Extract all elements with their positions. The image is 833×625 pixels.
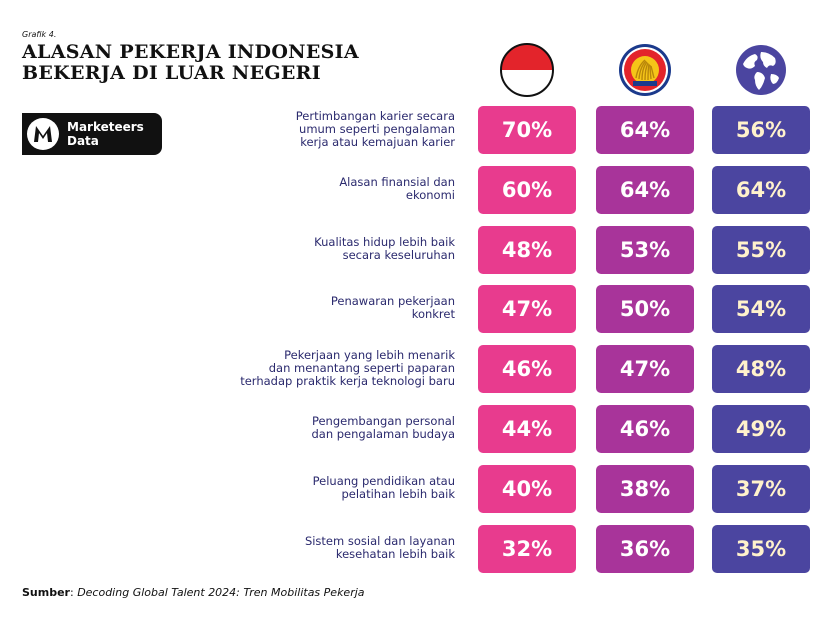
row-label-line: pelatihan lebih baik [341,487,455,501]
marketeers-data-badge: Marketeers Data [22,113,162,155]
row-label: Penawaran pekerjaan konkret [195,295,455,321]
source-text: Decoding Global Talent 2024: Tren Mobili… [77,586,365,599]
value-cell-asean: 47% [596,345,694,393]
row-label-line: ekonomi [405,188,455,202]
value-cell-asean: 64% [596,106,694,154]
value-cell-global: 35% [712,525,810,573]
value-cell-indonesia: 47% [478,285,576,333]
value-cell-asean: 46% [596,405,694,453]
row-label: Peluang pendidikan atau pelatihan lebih b… [195,475,455,501]
badge-line-2: Data [67,134,99,148]
value-cell-indonesia: 60% [478,166,576,214]
source-label: Sumber [22,586,70,599]
value-cell-asean: 50% [596,285,694,333]
row-label-line: secara keseluruhan [342,248,455,262]
title-line-2: BEKERJA DI LUAR NEGERI [22,62,321,84]
row-label-line: Kualitas hidup lebih baik [314,235,455,249]
value-cell-asean: 64% [596,166,694,214]
value-cell-global: 64% [712,166,810,214]
value-cell-indonesia: 46% [478,345,576,393]
row-label: Sistem sosial dan layanan kesehatan lebih… [195,535,455,561]
value-cell-global: 54% [712,285,810,333]
value-cell-indonesia: 32% [478,525,576,573]
globe-icon [736,45,786,95]
row-label-line: Pertimbangan karier secara [295,108,455,123]
source-note: Sumber: Decoding Global Talent 2024: Tre… [22,586,365,599]
indonesia-flag-icon [500,43,554,97]
row-label-line: konkret [411,307,455,321]
value-cell-indonesia: 40% [478,465,576,513]
value-cell-global: 49% [712,405,810,453]
value-cell-asean: 53% [596,226,694,274]
badge-line-1: Marketeers [67,120,144,134]
asean-emblem-icon [619,44,671,96]
row-label-line: Sistem sosial dan layanan [304,534,455,548]
row-label: Pekerjaan yang lebih menarik dan menantan… [195,347,455,388]
row-label-line: Penawaran pekerjaan [330,294,455,308]
row-label: Alasan finansial dan ekonomi [195,176,455,202]
value-cell-global: 37% [712,465,810,513]
row-label-line: Peluang pendidikan atau [312,474,455,488]
row-label-line: kerja atau kemajuan karier [300,134,455,149]
row-label: Kualitas hidup lebih baik secara keseluru… [195,236,455,262]
row-label-line: Pekerjaan yang lebih menarik [284,347,455,362]
row-label-line: terhadap praktik kerja teknologi baru [240,373,455,388]
value-cell-asean: 36% [596,525,694,573]
value-cell-indonesia: 48% [478,226,576,274]
value-cell-global: 56% [712,106,810,154]
row-label-line: Alasan finansial dan [339,175,455,189]
row-label-line: dan menantang seperti paparan [268,360,455,375]
row-label: Pengembangan personal dan pengalaman buda… [195,415,455,441]
chart-title: ALASAN PEKERJA INDONESIA BEKERJA DI LUAR… [22,42,359,84]
value-cell-indonesia: 44% [478,405,576,453]
row-label-line: Pengembangan personal [311,414,455,428]
value-cell-asean: 38% [596,465,694,513]
value-cell-global: 55% [712,226,810,274]
row-label-line: kesehatan lebih baik [335,547,455,561]
marketeers-logo-icon [27,118,59,150]
figure-number: Grafik 4. [22,30,57,39]
title-line-1: ALASAN PEKERJA INDONESIA [22,41,359,63]
value-cell-global: 48% [712,345,810,393]
value-cell-indonesia: 70% [478,106,576,154]
row-label-line: dan pengalaman budaya [311,427,455,441]
row-label: Pertimbangan karier secara umum seperti p… [195,108,455,149]
row-label-line: umum seperti pengalaman [299,121,455,136]
